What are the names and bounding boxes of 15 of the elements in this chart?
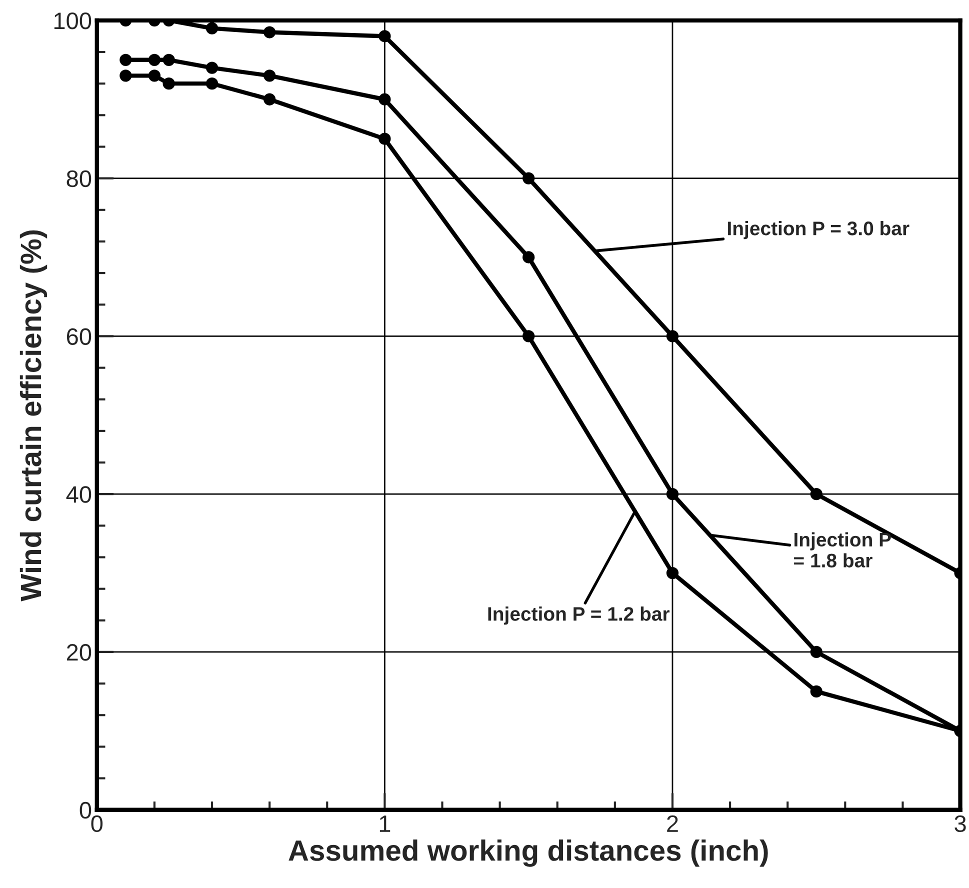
- annotation: Injection P = 3.0 bar: [728, 221, 910, 240]
- annotation: Injection P = 1.2 bar: [488, 606, 670, 625]
- x-tick-label: 2: [667, 815, 678, 832]
- annotation: Injection P = 1.8 bar: [794, 532, 891, 568]
- y-tick-label: 20: [66, 644, 92, 661]
- y-tick-label: 80: [66, 170, 92, 188]
- x-tick-label: 1: [380, 816, 390, 832]
- y-tick-label: 100: [54, 12, 92, 30]
- x-tick-label: 0: [91, 815, 103, 832]
- y-tick-label: 40: [66, 486, 92, 503]
- x-tick-label: 3: [954, 815, 966, 832]
- x-axis-title: Assumed working distances (inch): [288, 840, 768, 867]
- y-axis-title: Wind curtain efficiency (%): [20, 230, 48, 602]
- y-tick-label: 0: [80, 802, 92, 819]
- y-tick-label: 60: [66, 328, 92, 345]
